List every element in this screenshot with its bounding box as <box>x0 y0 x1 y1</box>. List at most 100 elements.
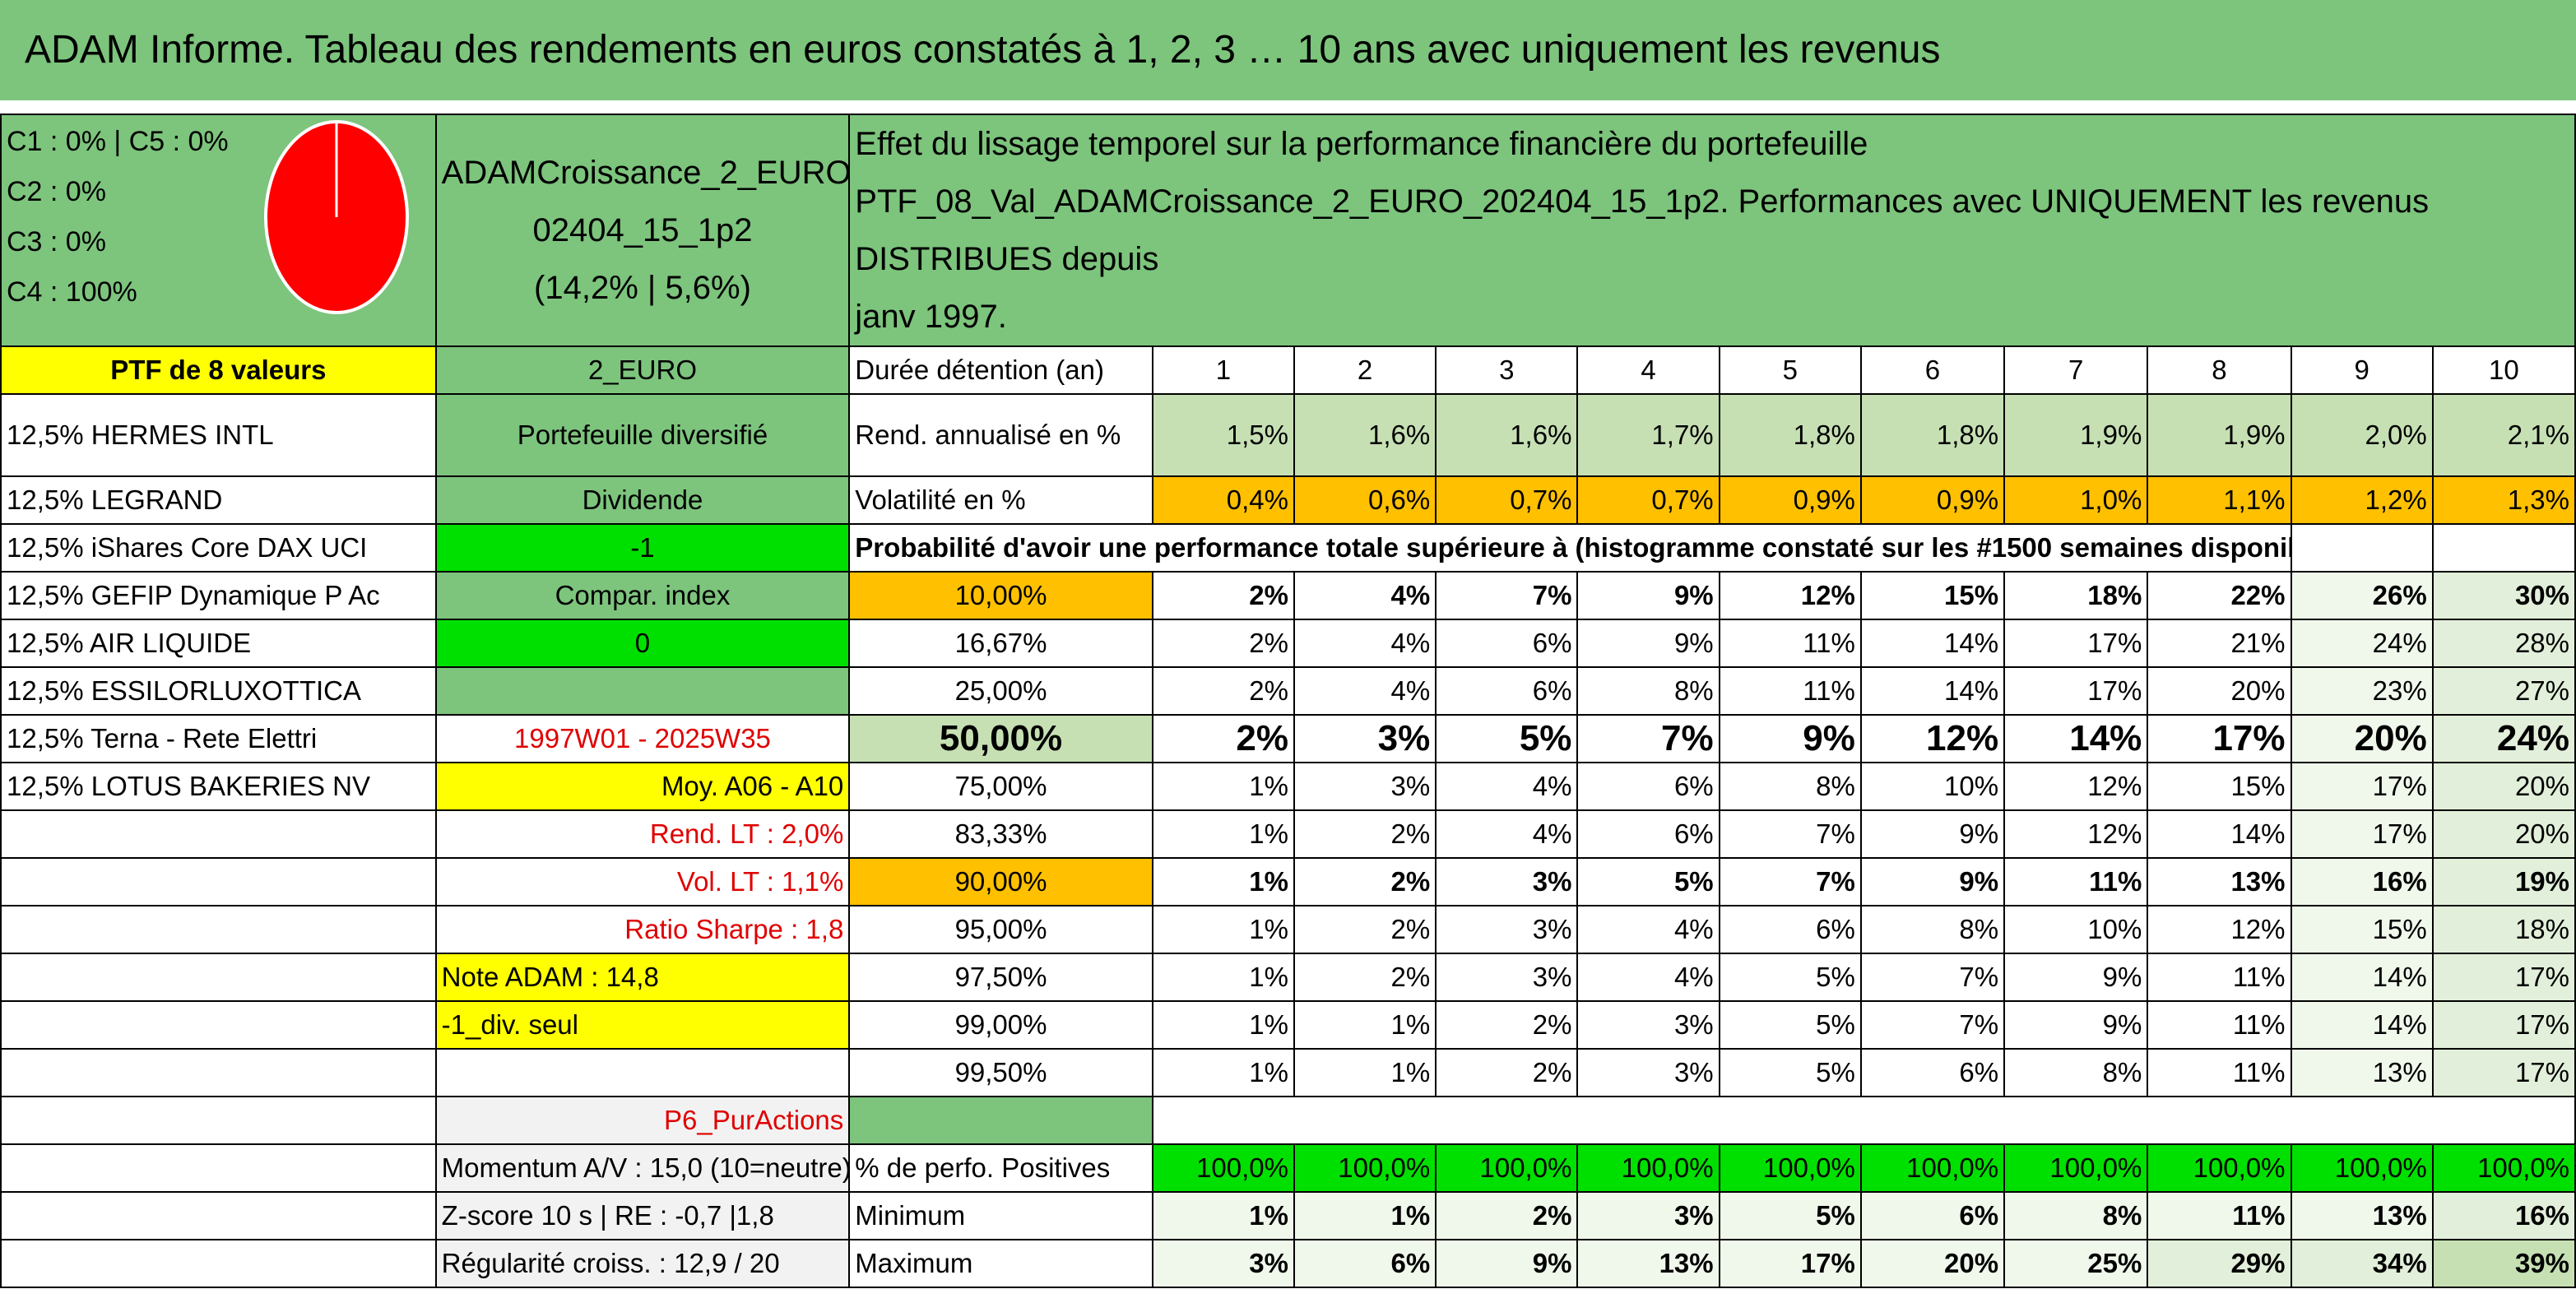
min-value: 3% <box>1576 1191 1720 1240</box>
quantile-value: 6% <box>1859 1048 2006 1097</box>
min-label: Minimum <box>848 1191 1153 1240</box>
quantile-value: 14% <box>2147 809 2292 859</box>
empty-cell <box>0 1048 437 1097</box>
rend-value: 1,7% <box>1576 393 1720 477</box>
quantile-value: 17% <box>2431 953 2576 1002</box>
probability-threshold: 99,50% <box>848 1048 1153 1097</box>
fund-name-line: ADAMCroissance_2_EURO_2 <box>441 155 850 191</box>
vol-value: 0,7% <box>1576 475 1720 525</box>
rend-value: 1,8% <box>1859 393 2006 477</box>
year-header: 7 <box>2003 345 2149 395</box>
quantile-value: 3% <box>1293 762 1437 811</box>
probability-threshold: 83,33% <box>848 809 1153 859</box>
fund-name-cell: ADAMCroissance_2_EURO_2 02404_15_1p2 (14… <box>434 114 851 347</box>
quantile-value: 6% <box>1576 809 1720 859</box>
quantile-value: 14% <box>2003 714 2149 763</box>
duration-label: Durée détention (an) <box>848 345 1153 395</box>
empty-cell <box>0 857 437 906</box>
quantile-value: 8% <box>1718 762 1862 811</box>
title-gap <box>0 100 2576 114</box>
year-header: 3 <box>1435 345 1579 395</box>
rend-value: 1,6% <box>1435 393 1579 477</box>
probability-threshold: 10,00% <box>848 571 1153 620</box>
allocation-legend: C1 : 0% | C5 : 0% C2 : 0% C3 : 0% C4 : 1… <box>7 117 229 318</box>
quantile-value: 3% <box>1576 1000 1720 1050</box>
empty-cell <box>0 1143 437 1193</box>
quantile-value: 7% <box>1859 953 2006 1002</box>
max-value: 3% <box>1151 1239 1295 1288</box>
quantile-value: 1% <box>1151 857 1295 906</box>
quantile-value: 10% <box>1859 762 2006 811</box>
quantile-value: 20% <box>2147 666 2292 716</box>
portfolio-type: Portefeuille diversifié <box>434 393 851 477</box>
rend-value: 1,6% <box>1293 393 1437 477</box>
pos-value: 100,0% <box>2290 1143 2434 1193</box>
max-value: 9% <box>1435 1239 1579 1288</box>
rend-value: 1,5% <box>1151 393 1295 477</box>
quantile-value: 17% <box>2003 619 2149 668</box>
quantile-value: 3% <box>1435 953 1579 1002</box>
max-value: 34% <box>2290 1239 2434 1288</box>
zscore-label: Z-score 10 s | RE : -0,7 |1,8 <box>434 1191 851 1240</box>
min-value: 11% <box>2147 1191 2292 1240</box>
quantile-value: 12% <box>2003 809 2149 859</box>
quantile-value: 3% <box>1293 714 1437 763</box>
year-header: 10 <box>2431 345 2576 395</box>
quantile-value: 1% <box>1293 1000 1437 1050</box>
quantile-value: 6% <box>1718 905 1862 954</box>
probability-threshold: 25,00% <box>848 666 1153 716</box>
description-line: janv 1997. <box>855 299 1007 335</box>
quantile-value: 2% <box>1293 857 1437 906</box>
quantile-value: 1% <box>1151 1000 1295 1050</box>
probability-threshold: 16,67% <box>848 619 1153 668</box>
empty-cell <box>0 1191 437 1240</box>
probability-threshold: 50,00% <box>848 714 1153 763</box>
quantile-value: 6% <box>1435 666 1579 716</box>
quantile-value: 6% <box>1576 762 1720 811</box>
quantile-value: 27% <box>2431 666 2576 716</box>
quantile-value: 11% <box>2147 1000 2292 1050</box>
min-value: 5% <box>1718 1191 1862 1240</box>
quantile-value: 6% <box>1435 619 1579 668</box>
quantile-value: 7% <box>1435 571 1579 620</box>
vol-value: 1,2% <box>2290 475 2434 525</box>
vol-value: 0,4% <box>1151 475 1295 525</box>
pos-value: 100,0% <box>1576 1143 1720 1193</box>
probability-threshold: 75,00% <box>848 762 1153 811</box>
quantile-value: 15% <box>1859 571 2006 620</box>
pos-value: 100,0% <box>1435 1143 1579 1193</box>
empty-cell <box>434 1048 851 1097</box>
max-value: 13% <box>1576 1239 1720 1288</box>
quantile-value: 13% <box>2147 857 2292 906</box>
quantile-value: 4% <box>1435 762 1579 811</box>
max-value: 39% <box>2431 1239 2576 1288</box>
compar-index-value: 0 <box>434 619 851 668</box>
empty-cell <box>0 809 437 859</box>
quantile-value: 19% <box>2431 857 2576 906</box>
quantile-value: 11% <box>2003 857 2149 906</box>
description-line: PTF_08_Val_ADAMCroissance_2_EURO_202404_… <box>855 183 2430 277</box>
pur-actions-label: P6_PurActions <box>434 1096 851 1145</box>
quantile-value: 9% <box>1576 571 1720 620</box>
quantile-value: 18% <box>2431 905 2576 954</box>
quantile-value: 5% <box>1718 953 1862 1002</box>
quantile-value: 3% <box>1435 857 1579 906</box>
quantile-value: 20% <box>2431 809 2576 859</box>
empty-cell <box>0 953 437 1002</box>
min-value: 2% <box>1435 1191 1579 1240</box>
quantile-value: 2% <box>1151 619 1295 668</box>
quantile-value: 4% <box>1435 809 1579 859</box>
quantile-value: 20% <box>2431 762 2576 811</box>
quantile-value: 1% <box>1151 762 1295 811</box>
pos-value: 100,0% <box>2003 1143 2149 1193</box>
quantile-value: 26% <box>2290 571 2434 620</box>
rend-value: 1,8% <box>1718 393 1862 477</box>
quantile-value: 21% <box>2147 619 2292 668</box>
empty-cell <box>2290 523 2434 573</box>
quantile-value: 2% <box>1293 809 1437 859</box>
description-cell: Effet du lissage temporel sur la perform… <box>848 114 2576 347</box>
min-value: 1% <box>1151 1191 1295 1240</box>
vol-value: 1,3% <box>2431 475 2576 525</box>
quantile-value: 11% <box>2147 1048 2292 1097</box>
compar-index-label: Compar. index <box>434 571 851 620</box>
